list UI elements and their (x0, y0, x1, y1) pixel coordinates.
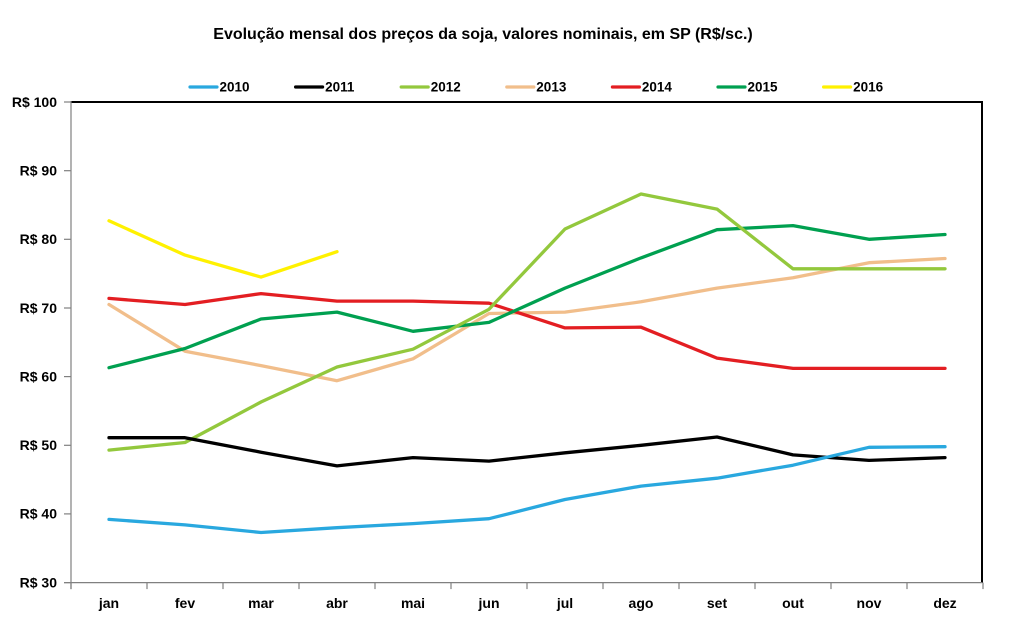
svg-text:jul: jul (556, 595, 573, 611)
svg-text:R$ 30: R$ 30 (20, 574, 58, 590)
svg-text:nov: nov (857, 595, 882, 611)
svg-text:mar: mar (248, 595, 274, 611)
svg-text:set: set (707, 595, 728, 611)
svg-text:2014: 2014 (642, 80, 673, 95)
svg-text:2015: 2015 (748, 80, 779, 95)
svg-text:2013: 2013 (536, 80, 567, 95)
svg-text:abr: abr (326, 595, 348, 611)
svg-text:R$ 90: R$ 90 (20, 163, 58, 179)
svg-text:fev: fev (175, 595, 195, 611)
svg-text:R$ 50: R$ 50 (20, 437, 58, 453)
svg-text:ago: ago (629, 595, 654, 611)
svg-text:R$ 60: R$ 60 (20, 368, 58, 384)
svg-text:out: out (782, 595, 804, 611)
svg-text:2011: 2011 (325, 80, 355, 95)
svg-text:2016: 2016 (853, 80, 884, 95)
svg-text:dez: dez (933, 595, 956, 611)
svg-text:R$ 80: R$ 80 (20, 231, 58, 247)
svg-text:jan: jan (98, 595, 119, 611)
svg-text:2010: 2010 (220, 80, 250, 95)
svg-text:mai: mai (401, 595, 425, 611)
svg-text:Evolução mensal dos preços da: Evolução mensal dos preços da soja, valo… (213, 26, 752, 43)
svg-text:R$ 70: R$ 70 (20, 300, 58, 316)
svg-text:R$ 40: R$ 40 (20, 506, 58, 522)
svg-text:jun: jun (478, 595, 500, 611)
svg-text:R$ 100: R$ 100 (12, 94, 57, 110)
svg-text:2012: 2012 (431, 80, 461, 95)
